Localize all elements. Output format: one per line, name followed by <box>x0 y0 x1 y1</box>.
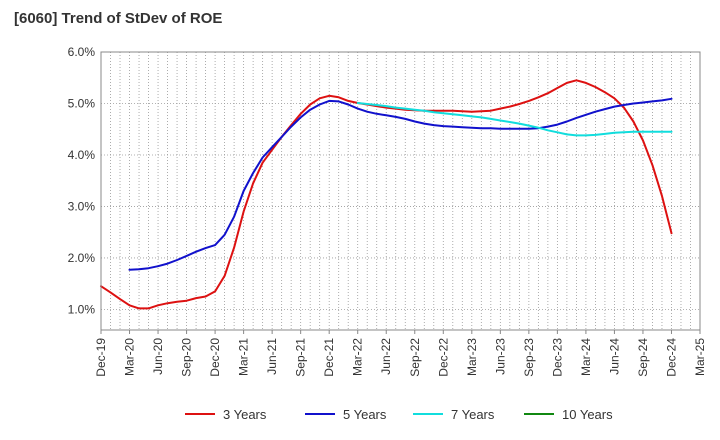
y-tick-label: 5.0% <box>68 96 96 110</box>
x-tick-label: Mar-21 <box>237 338 251 376</box>
x-tick-label: Dec-21 <box>322 338 336 377</box>
legend-label: 3 Years <box>223 407 267 422</box>
legend-label: 5 Years <box>343 407 387 422</box>
x-tick-label: Jun-20 <box>151 338 165 375</box>
chart-title: [6060] Trend of StDev of ROE <box>14 10 223 27</box>
x-tick-label: Jun-23 <box>493 338 507 375</box>
x-tick-label: Dec-20 <box>208 338 222 377</box>
y-tick-label: 2.0% <box>68 251 96 265</box>
x-tick-label: Dec-22 <box>436 338 450 377</box>
plot-area <box>101 52 700 330</box>
x-tick-label: Jun-21 <box>265 338 279 375</box>
y-tick-label: 3.0% <box>68 199 96 213</box>
series-line-5-years <box>128 97 673 271</box>
legend: 3 Years 5 Years 7 Years 10 Years <box>185 407 613 422</box>
x-tick-label: Mar-23 <box>465 338 479 376</box>
x-tick-label: Mar-22 <box>351 338 365 376</box>
x-tick-label: Jun-24 <box>607 338 621 375</box>
axes: 1.0% 2.0% 3.0% 4.0% 5.0% 6.0% Dec-19 Mar-20 Jun-… <box>68 45 707 377</box>
y-tick-label: 4.0% <box>68 148 96 162</box>
series-lines <box>100 79 673 310</box>
series-line-7-years <box>356 102 673 137</box>
x-tick-label: Mar-20 <box>123 338 137 376</box>
x-tick-label: Mar-24 <box>579 338 593 376</box>
x-tick-label: Sep-23 <box>522 338 536 377</box>
legend-label: 7 Years <box>451 407 495 422</box>
series-line-3-years <box>100 79 673 310</box>
x-tick-label: Dec-23 <box>550 338 564 377</box>
x-tick-label: Mar-25 <box>693 338 707 376</box>
plot-background <box>101 52 700 330</box>
x-tick-label: Sep-20 <box>180 338 194 377</box>
x-tick-label: Dec-24 <box>664 338 678 377</box>
x-tick-label: Sep-24 <box>636 338 650 377</box>
y-tick-label: 6.0% <box>68 45 96 59</box>
legend-label: 10 Years <box>562 407 613 422</box>
x-tick-label: Jun-22 <box>379 338 393 375</box>
x-tick-label: Sep-21 <box>294 338 308 377</box>
x-tick-label: Sep-22 <box>408 338 422 377</box>
plot-frame <box>100 51 701 331</box>
y-tick-label: 1.0% <box>68 302 96 316</box>
x-tick-label: Dec-19 <box>94 338 108 377</box>
